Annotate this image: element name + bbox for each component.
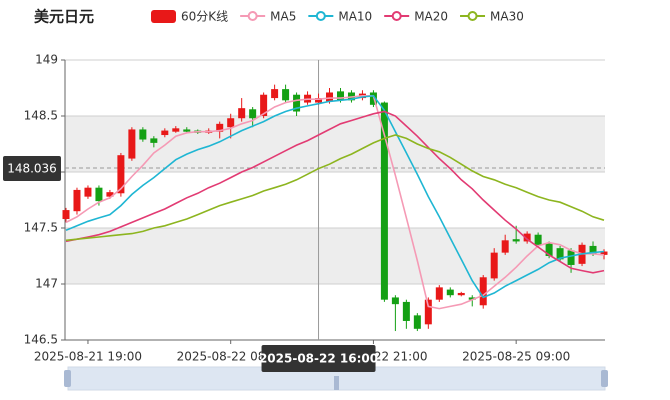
y-tick-label: 148.5 <box>24 109 58 123</box>
slider-marker <box>334 376 339 390</box>
candle-body <box>457 292 465 296</box>
candle-body <box>556 248 564 260</box>
candle-body <box>293 94 301 112</box>
legend-swatch <box>467 11 478 21</box>
y-tick-label: 147 <box>35 277 58 291</box>
candle-body <box>150 138 158 143</box>
x-tick-label: 2025-08-22 08:00 <box>177 350 285 364</box>
candle-body <box>402 301 410 321</box>
legend-swatch <box>315 11 326 21</box>
candle-body <box>282 89 290 101</box>
candle-body <box>271 89 279 99</box>
legend-label: MA5 <box>270 10 296 24</box>
candle-body <box>227 118 235 128</box>
y-tick-label: 147.5 <box>24 221 58 235</box>
legend-swatch <box>151 10 176 23</box>
chart-title: 美元日元 <box>34 8 94 26</box>
slider-handle[interactable] <box>601 370 608 387</box>
candle-body <box>106 192 114 197</box>
candle-body <box>139 129 147 140</box>
candle-body <box>62 210 70 220</box>
x-tick-label: 2025-08-25 09:00 <box>462 350 570 364</box>
ma-line <box>65 134 605 242</box>
candle-body <box>567 250 575 265</box>
candle-body <box>391 297 399 305</box>
candle-body <box>336 91 344 101</box>
candle-body <box>216 123 224 132</box>
candle-body <box>523 233 531 242</box>
candle-body <box>501 240 509 253</box>
legend-swatch <box>391 11 402 21</box>
candle-body <box>117 155 125 194</box>
candle-body <box>128 129 136 159</box>
plot-area <box>61 59 605 341</box>
crosshair-x-label: 2025-08-22 16:00 <box>259 352 378 366</box>
candle-body <box>468 297 476 300</box>
candle-body <box>479 277 487 306</box>
candle-body <box>84 187 92 197</box>
candle-body <box>534 234 542 245</box>
y-tick-label: 146.5 <box>24 333 58 347</box>
split-area <box>65 228 605 284</box>
ma-line <box>65 95 605 310</box>
legend[interactable]: 60分K线 MA5 MA10 MA20 MA30 <box>151 10 524 24</box>
candle-body <box>95 187 103 202</box>
y-tick-label: 149 <box>35 53 58 67</box>
candle-body <box>260 94 268 116</box>
candle-body <box>600 251 608 255</box>
candle-body <box>315 98 323 103</box>
candle-body <box>161 130 169 136</box>
crosshair-y-box <box>3 155 61 181</box>
legend-label: MA30 <box>490 10 524 24</box>
x-tick-label: 2025-08-21 19:00 <box>34 350 142 364</box>
candle-body <box>183 129 191 132</box>
slider-handle[interactable] <box>64 370 71 387</box>
candle-body <box>446 289 454 296</box>
candle-body <box>326 92 334 102</box>
candle-body <box>380 102 388 300</box>
candle-body <box>73 189 81 212</box>
crosshair-x-box <box>261 345 376 372</box>
legend-swatch <box>247 11 258 21</box>
candle-body <box>512 239 520 242</box>
candle-body <box>249 109 257 119</box>
candle-body <box>589 245 597 254</box>
crosshair-y-label: 148.036 <box>7 161 57 175</box>
candle-body <box>238 108 246 119</box>
candle-body <box>435 287 443 300</box>
legend-label: MA20 <box>414 10 448 24</box>
candle-body <box>413 315 421 329</box>
candle-body <box>172 128 180 132</box>
candle-body <box>424 299 432 325</box>
legend-label: 60分K线 <box>181 10 228 24</box>
zoom-slider[interactable] <box>64 366 608 391</box>
candle-body <box>545 243 553 256</box>
split-area <box>65 116 605 172</box>
legend-label: MA10 <box>338 10 372 24</box>
candle-body <box>490 252 498 279</box>
ma-line <box>65 110 605 274</box>
ma-line <box>65 94 605 299</box>
